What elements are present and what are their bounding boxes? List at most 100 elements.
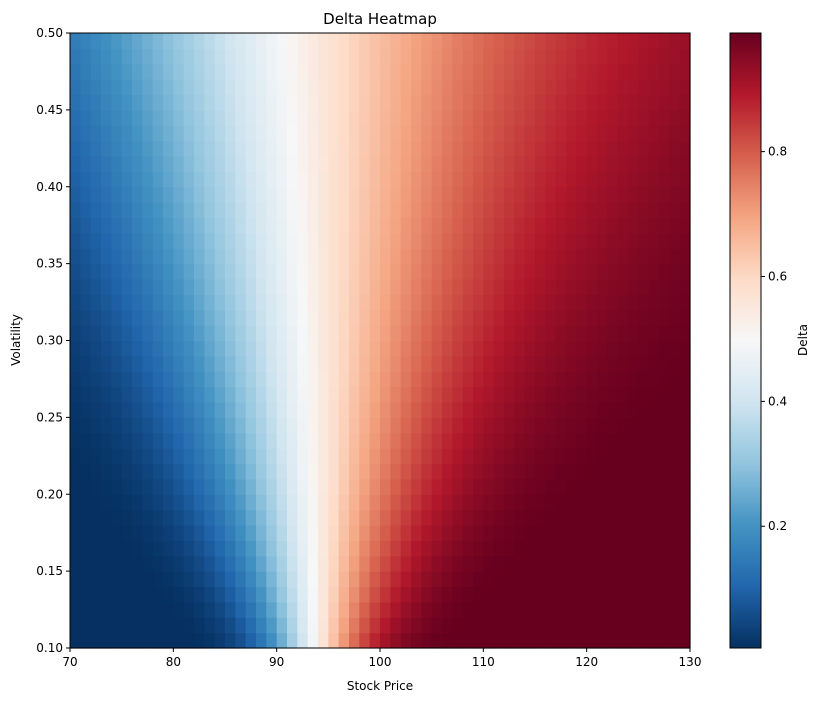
heatmap-cell: [442, 33, 453, 49]
heatmap-cell: [669, 340, 681, 357]
heatmap-cell: [349, 478, 360, 495]
heatmap-cell: [421, 186, 433, 203]
heatmap-cell: [111, 617, 123, 634]
heatmap-cell: [400, 263, 412, 280]
heatmap-cell: [669, 448, 681, 465]
heatmap-cell: [597, 402, 608, 418]
heatmap-cell: [235, 601, 247, 618]
heatmap-cell: [328, 371, 340, 388]
heatmap-cell: [514, 417, 526, 434]
heatmap-cell: [245, 632, 257, 649]
heatmap-cell: [235, 571, 247, 588]
heatmap-cell: [452, 48, 464, 65]
heatmap-cell: [679, 632, 691, 649]
heatmap-cell: [152, 432, 164, 449]
heatmap-cell: [163, 232, 174, 249]
heatmap-cell: [380, 340, 391, 357]
heatmap-cell: [390, 109, 402, 126]
heatmap-cell: [152, 417, 164, 434]
heatmap-cell: [101, 494, 112, 511]
heatmap-cell: [318, 125, 329, 142]
heatmap-cell: [400, 509, 412, 526]
heatmap-cell: [111, 448, 123, 465]
heatmap-cell: [276, 509, 288, 526]
heatmap-cell: [411, 371, 422, 388]
heatmap-cell: [318, 309, 329, 326]
heatmap-cell: [421, 478, 433, 495]
y-tick-label: 0.25: [36, 410, 63, 424]
heatmap-cell: [473, 171, 484, 188]
heatmap-cell: [411, 125, 422, 142]
heatmap-cell: [297, 217, 309, 234]
heatmap-cell: [225, 325, 236, 342]
heatmap-cell: [669, 525, 681, 541]
heatmap-cell: [473, 217, 484, 234]
heatmap-cell: [659, 125, 670, 142]
heatmap-cell: [318, 463, 329, 480]
heatmap-cell: [256, 109, 267, 126]
heatmap-cell: [586, 325, 598, 342]
heatmap-cell: [669, 125, 681, 142]
heatmap-cell: [101, 463, 112, 480]
heatmap-cell: [586, 463, 598, 480]
heatmap-cell: [297, 478, 309, 495]
heatmap-cell: [483, 540, 495, 557]
heatmap-cell: [338, 171, 350, 188]
heatmap-cell: [349, 248, 360, 265]
heatmap-cell: [359, 402, 371, 418]
heatmap-cell: [597, 217, 608, 234]
heatmap-cell: [679, 171, 691, 188]
heatmap-cell: [576, 232, 588, 249]
heatmap-cell: [183, 109, 195, 126]
heatmap-cell: [400, 48, 412, 65]
heatmap-cell: [276, 432, 288, 449]
heatmap-cell: [504, 156, 515, 172]
heatmap-cell: [421, 202, 433, 219]
heatmap-cell: [328, 232, 340, 249]
heatmap-cell: [245, 202, 257, 219]
heatmap-cell: [132, 140, 143, 157]
heatmap-cell: [400, 432, 412, 449]
heatmap-cell: [380, 555, 391, 572]
heatmap-cell: [349, 171, 360, 188]
heatmap-cell: [607, 432, 619, 449]
heatmap-cell: [597, 525, 608, 541]
heatmap-cell: [235, 140, 247, 157]
heatmap-cell: [349, 279, 360, 295]
heatmap-cell: [628, 525, 639, 541]
heatmap-cell: [586, 494, 598, 511]
heatmap-cell: [380, 632, 391, 649]
heatmap-cell: [421, 632, 433, 649]
heatmap-cell: [535, 325, 546, 342]
heatmap-cell: [359, 171, 371, 188]
heatmap-cell: [266, 171, 278, 188]
heatmap-cell: [380, 156, 391, 172]
heatmap-cell: [173, 202, 185, 219]
heatmap-cell: [132, 171, 143, 188]
heatmap-cell: [142, 186, 154, 203]
heatmap-cell: [462, 463, 474, 480]
heatmap-cell: [555, 232, 567, 249]
heatmap-cell: [473, 263, 484, 280]
heatmap-cell: [359, 448, 371, 465]
heatmap-cell: [287, 94, 298, 111]
heatmap-cell: [173, 48, 185, 65]
heatmap-cell: [607, 571, 619, 588]
heatmap-cell: [659, 63, 670, 80]
heatmap-cell: [576, 79, 588, 96]
heatmap-cell: [411, 417, 422, 434]
heatmap-cell: [287, 294, 298, 311]
heatmap-cell: [256, 125, 267, 142]
heatmap-cell: [307, 509, 319, 526]
heatmap-cell: [183, 555, 195, 572]
heatmap-cell: [545, 586, 557, 603]
heatmap-cell: [183, 494, 195, 511]
heatmap-cell: [431, 125, 443, 142]
heatmap-cell: [297, 509, 309, 526]
heatmap-cell: [111, 494, 123, 511]
heatmap-cell: [80, 94, 92, 111]
heatmap-cell: [152, 33, 164, 49]
heatmap-cell: [411, 63, 422, 80]
heatmap-cell: [183, 448, 195, 465]
heatmap-cell: [328, 109, 340, 126]
